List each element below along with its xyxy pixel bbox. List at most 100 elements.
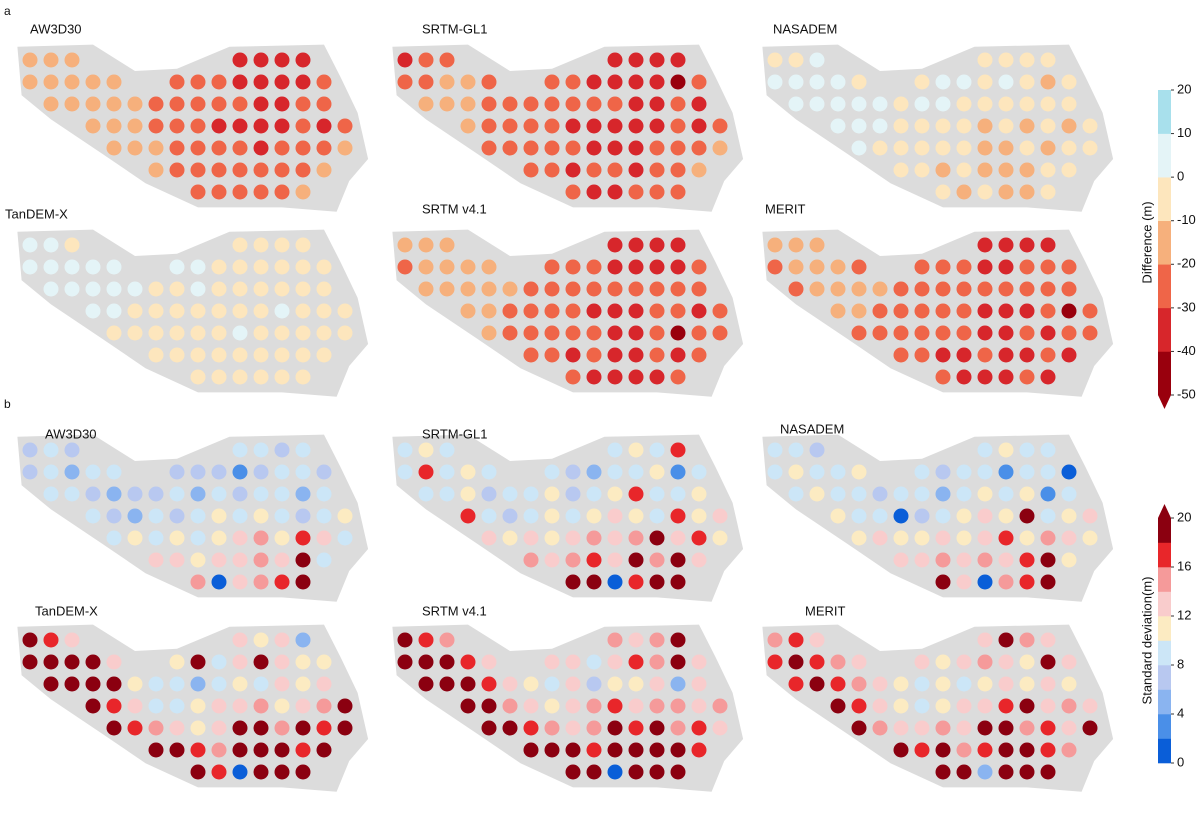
dot xyxy=(872,720,888,736)
dot xyxy=(670,347,686,363)
dot xyxy=(274,184,290,200)
dot xyxy=(977,508,993,524)
dot xyxy=(190,530,206,546)
panel-title: SRTM-GL1 xyxy=(422,426,488,441)
dot xyxy=(607,720,623,736)
dot xyxy=(956,552,972,568)
dot xyxy=(956,720,972,736)
dot xyxy=(1061,347,1077,363)
map-panel: AW3D30 xyxy=(17,21,369,212)
dot xyxy=(586,281,602,297)
dot xyxy=(418,52,434,68)
dot xyxy=(274,369,290,385)
panel-title: MERIT xyxy=(765,201,806,216)
dot xyxy=(607,162,623,178)
dot xyxy=(851,720,867,736)
dot xyxy=(1019,742,1035,758)
colorbar-band xyxy=(1158,567,1171,592)
dot xyxy=(43,486,59,502)
dot xyxy=(523,140,539,156)
dot xyxy=(586,184,602,200)
dot xyxy=(1082,140,1098,156)
dot xyxy=(481,140,497,156)
dot xyxy=(274,96,290,112)
dot xyxy=(295,464,311,480)
dot xyxy=(935,676,951,692)
dot xyxy=(830,96,846,112)
dot xyxy=(1019,530,1035,546)
dot xyxy=(544,140,560,156)
dot xyxy=(1040,530,1056,546)
dot xyxy=(998,698,1014,714)
dot xyxy=(914,654,930,670)
dot xyxy=(809,676,825,692)
dot xyxy=(232,52,248,68)
dot xyxy=(295,742,311,758)
dot xyxy=(670,140,686,156)
dot xyxy=(232,140,248,156)
dot xyxy=(460,464,476,480)
dot xyxy=(1061,325,1077,341)
dot xyxy=(649,552,665,568)
dot xyxy=(956,259,972,275)
dot xyxy=(232,720,248,736)
dot xyxy=(481,325,497,341)
dot xyxy=(830,118,846,134)
dot xyxy=(274,442,290,458)
dot xyxy=(211,281,227,297)
panel-title: NASADEM xyxy=(773,21,837,36)
dot xyxy=(851,508,867,524)
dot xyxy=(788,486,804,502)
dot xyxy=(253,118,269,134)
dot xyxy=(211,325,227,341)
dot xyxy=(232,118,248,134)
colorbar-band xyxy=(1158,665,1171,690)
dot xyxy=(1019,118,1035,134)
dot xyxy=(127,325,143,341)
dot xyxy=(211,654,227,670)
dot xyxy=(127,508,143,524)
dot xyxy=(691,508,707,524)
dot xyxy=(872,281,888,297)
dot xyxy=(956,303,972,319)
dot xyxy=(1061,162,1077,178)
dot xyxy=(1040,281,1056,297)
dot xyxy=(397,442,413,458)
dot xyxy=(830,259,846,275)
dot xyxy=(190,184,206,200)
dot xyxy=(1061,486,1077,502)
panel-title: SRTM-GL1 xyxy=(422,21,488,36)
dot xyxy=(628,486,644,502)
dot xyxy=(211,74,227,90)
dot xyxy=(502,325,518,341)
dot xyxy=(106,508,122,524)
dot xyxy=(127,281,143,297)
dot xyxy=(274,764,290,780)
dot xyxy=(85,303,101,319)
colorbar-tick-label: -40 xyxy=(1177,343,1196,358)
dot xyxy=(211,530,227,546)
dot xyxy=(232,237,248,253)
dot xyxy=(1061,118,1077,134)
dot xyxy=(809,74,825,90)
dot xyxy=(649,508,665,524)
dot xyxy=(712,118,728,134)
dot xyxy=(253,184,269,200)
colorbar-band xyxy=(1158,616,1171,641)
dot xyxy=(670,52,686,68)
dot xyxy=(851,530,867,546)
dot xyxy=(914,676,930,692)
dot xyxy=(439,237,455,253)
dot xyxy=(127,140,143,156)
dot xyxy=(316,325,332,341)
dot xyxy=(1019,237,1035,253)
dot xyxy=(316,464,332,480)
dot xyxy=(211,140,227,156)
dot xyxy=(544,654,560,670)
dot xyxy=(956,74,972,90)
dot xyxy=(586,486,602,502)
dot xyxy=(670,325,686,341)
dot xyxy=(274,676,290,692)
dot xyxy=(712,530,728,546)
dot xyxy=(628,698,644,714)
